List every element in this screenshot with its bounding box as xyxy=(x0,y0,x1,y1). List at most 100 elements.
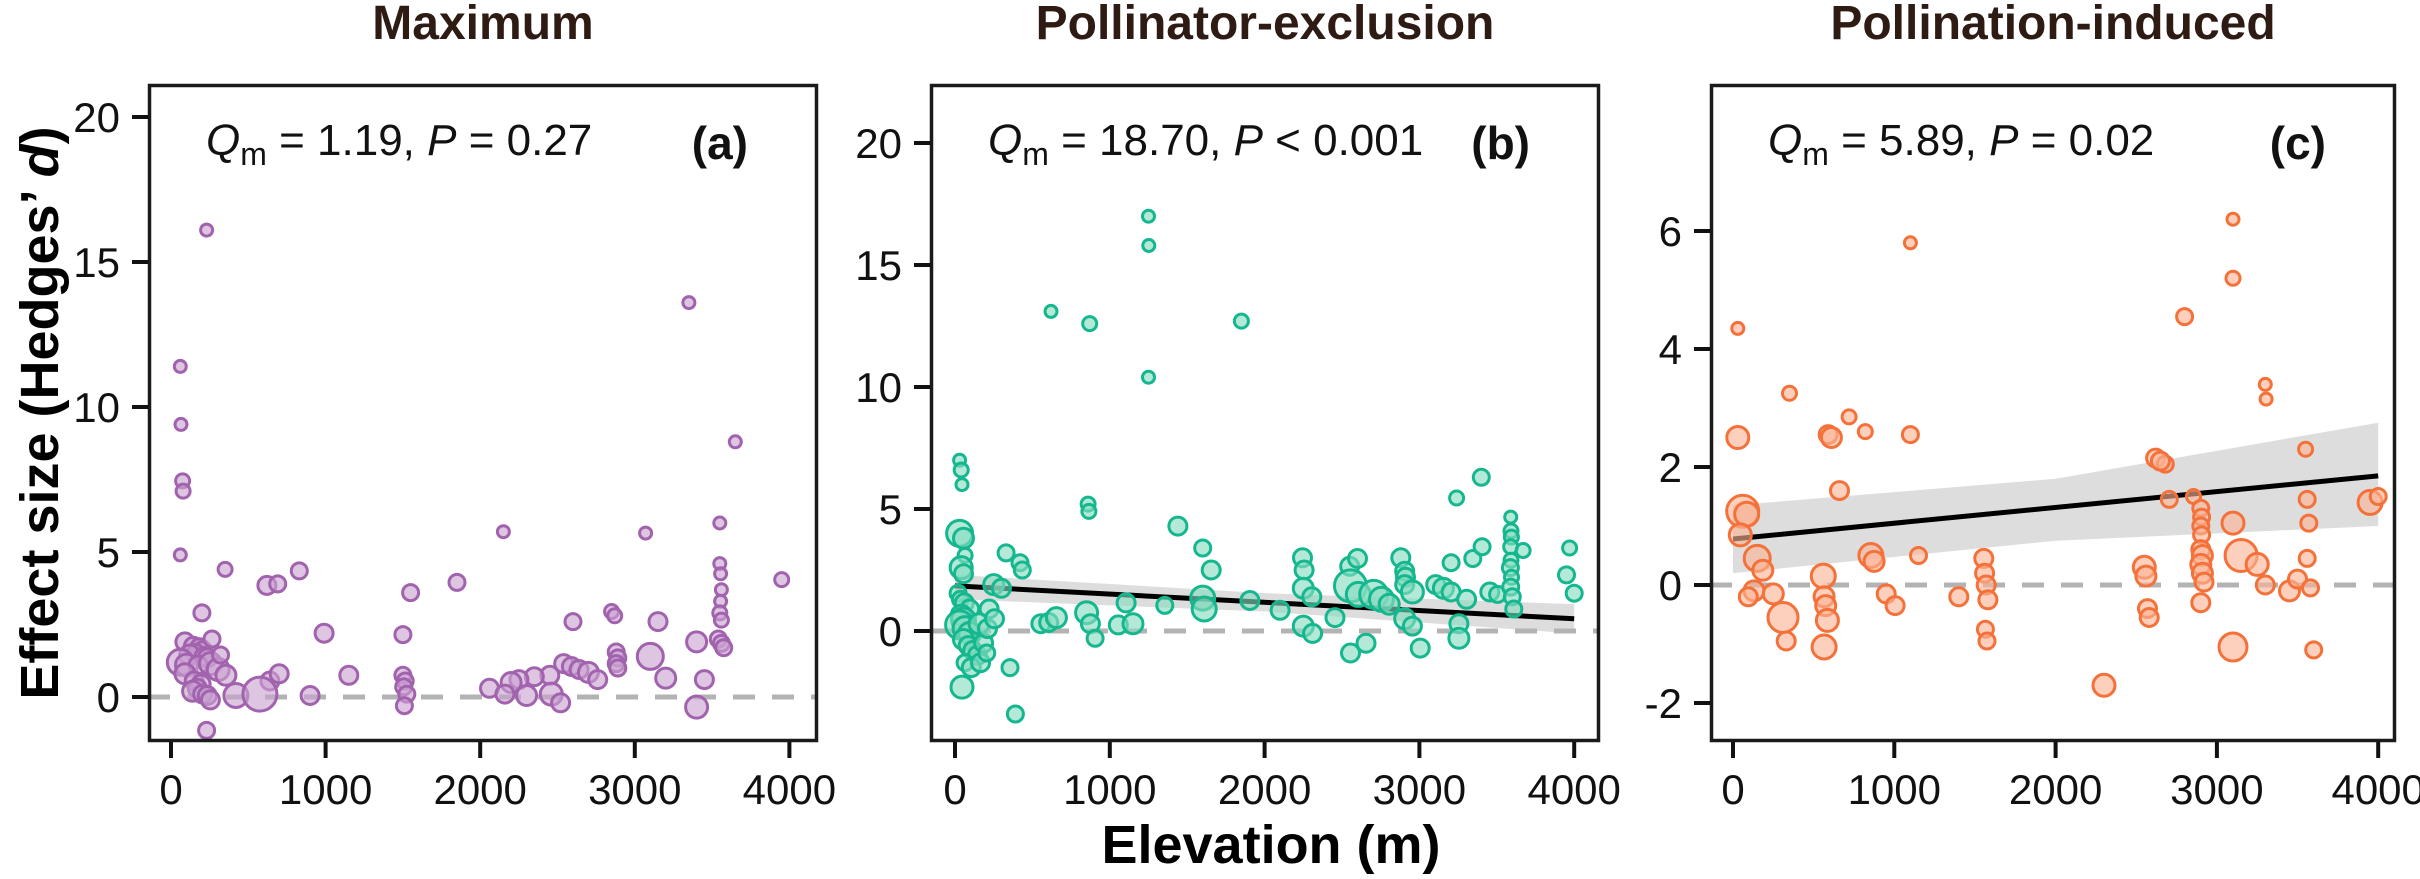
data-point xyxy=(1324,607,1346,629)
data-point xyxy=(954,477,970,493)
data-point xyxy=(214,663,238,687)
data-point xyxy=(241,675,279,713)
data-point xyxy=(712,611,730,629)
data-point xyxy=(1557,565,1576,585)
data-point xyxy=(654,666,678,690)
data-point xyxy=(2297,440,2315,458)
data-point xyxy=(2190,592,2212,614)
y-tick-label: 5 xyxy=(879,486,902,533)
data-point xyxy=(1340,642,1361,664)
data-point xyxy=(1155,595,1175,615)
data-point xyxy=(1503,509,1519,525)
data-point xyxy=(1766,601,1800,634)
y-tick-label: -2 xyxy=(1645,680,1682,727)
panel-a-title: Maximum xyxy=(372,0,594,50)
data-point xyxy=(1141,369,1156,385)
data-point xyxy=(1725,425,1751,450)
y-tick-label: 15 xyxy=(855,242,902,289)
data-point xyxy=(713,566,729,582)
data-point xyxy=(2220,510,2246,536)
x-tick-label: 3000 xyxy=(588,766,681,813)
data-point xyxy=(211,645,230,665)
y-tick-label: 0 xyxy=(1659,562,1682,609)
data-point xyxy=(2193,571,2215,593)
data-point xyxy=(174,482,192,500)
data-point xyxy=(2297,489,2317,509)
data-point xyxy=(1856,423,1874,441)
panel-frame xyxy=(1709,83,2397,743)
data-point xyxy=(1900,425,1920,445)
data-point xyxy=(401,583,421,603)
data-point xyxy=(313,622,335,644)
data-point xyxy=(1302,622,1324,644)
data-point xyxy=(1005,704,1025,724)
panel-c-letter: (c) xyxy=(2269,117,2326,169)
data-point xyxy=(515,684,539,707)
data-point xyxy=(338,664,360,686)
y-tick-label: 20 xyxy=(73,94,120,141)
data-point xyxy=(2091,672,2117,698)
panel-a-stats: Qm = 1.19, P = 0.27 xyxy=(206,116,593,172)
x-axis-label: Elevation (m) xyxy=(1101,815,1441,875)
data-point xyxy=(647,611,669,633)
y-tick-label: 0 xyxy=(97,674,120,721)
data-point xyxy=(685,630,709,654)
data-point xyxy=(199,689,221,711)
y-axis-label: Effect size (Hedges’ d) xyxy=(10,126,70,700)
data-point xyxy=(1141,208,1156,224)
data-point xyxy=(1948,586,1970,608)
data-point xyxy=(1814,607,1840,633)
data-point xyxy=(1909,546,1928,565)
panel-frame xyxy=(147,83,819,743)
data-point xyxy=(1902,235,1918,251)
data-point xyxy=(952,526,975,550)
data-point xyxy=(1399,579,1425,605)
x-tick-label: 2000 xyxy=(433,766,526,813)
data-point xyxy=(984,608,1005,630)
data-point xyxy=(608,658,628,678)
data-point xyxy=(1347,548,1368,569)
data-point xyxy=(1000,658,1020,678)
data-point xyxy=(684,694,710,720)
data-point xyxy=(1441,553,1461,573)
data-point xyxy=(2258,391,2274,407)
data-point xyxy=(1447,626,1471,650)
data-point xyxy=(1448,489,1466,507)
data-point xyxy=(1727,522,1753,548)
data-point xyxy=(197,720,217,740)
data-point xyxy=(606,607,624,625)
data-point xyxy=(202,629,222,649)
data-point xyxy=(2257,376,2273,392)
y-tick-label: 5 xyxy=(97,529,120,576)
x-tick-label: 1000 xyxy=(1848,766,1941,813)
data-point xyxy=(1504,599,1524,619)
data-point xyxy=(1977,589,1999,611)
data-point xyxy=(2138,607,2160,628)
data-point xyxy=(1044,606,1068,630)
data-point xyxy=(1081,315,1099,333)
x-tick-label: 3000 xyxy=(1373,766,1466,813)
data-point xyxy=(2225,211,2241,227)
x-tick-label: 2000 xyxy=(2009,766,2102,813)
data-point xyxy=(953,563,974,585)
data-point xyxy=(1775,630,1797,652)
data-point xyxy=(2299,513,2319,533)
data-point xyxy=(1355,632,1377,654)
data-point xyxy=(1115,592,1137,614)
data-point xyxy=(1761,582,1785,606)
data-point xyxy=(1200,559,1222,581)
data-point xyxy=(773,571,791,589)
panel-b-letter: (b) xyxy=(1471,117,1530,169)
data-point xyxy=(1121,612,1145,636)
regression-line xyxy=(1732,473,2379,542)
panel-c-plot: 0 1000 2000 3000 4000 -2 0 2 4 6 xyxy=(1645,83,2420,813)
data-point xyxy=(949,674,975,700)
data-point xyxy=(2134,564,2158,588)
data-point xyxy=(693,669,715,691)
data-point xyxy=(1269,599,1291,621)
y-tick-label: 20 xyxy=(855,120,902,167)
data-point xyxy=(1043,303,1059,319)
data-point xyxy=(1561,539,1579,557)
data-point xyxy=(1409,637,1431,659)
x-tick-label: 4000 xyxy=(2331,766,2420,813)
